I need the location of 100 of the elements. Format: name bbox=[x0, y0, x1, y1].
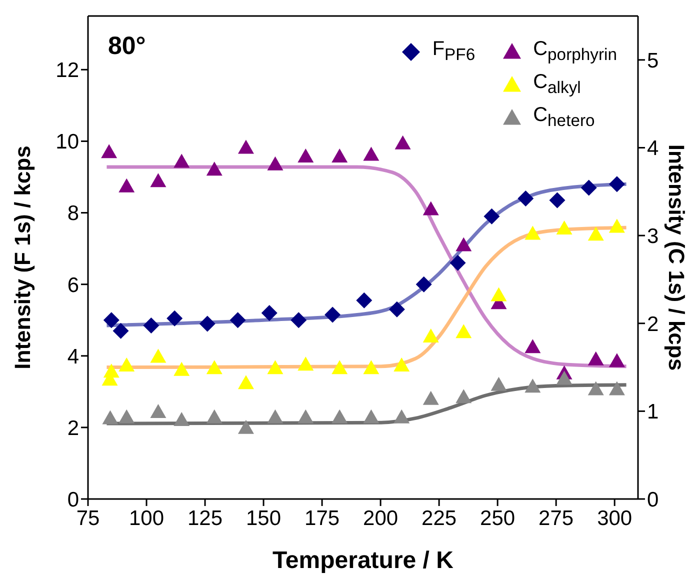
point bbox=[199, 316, 216, 332]
point bbox=[456, 324, 472, 338]
point bbox=[356, 292, 372, 308]
point bbox=[324, 306, 341, 323]
x-tick-label: 200 bbox=[363, 506, 398, 530]
x-tick-label: 250 bbox=[480, 506, 516, 530]
point bbox=[608, 353, 625, 368]
point bbox=[363, 360, 380, 374]
point bbox=[608, 381, 625, 396]
line-series bbox=[104, 182, 628, 328]
point bbox=[118, 358, 135, 372]
point bbox=[394, 358, 410, 372]
y2-tick-label: 5 bbox=[647, 49, 659, 72]
x-tick-label: 100 bbox=[128, 506, 164, 530]
y2-tick-label: 2 bbox=[647, 312, 659, 336]
y-tick-label: 4 bbox=[67, 345, 80, 368]
point bbox=[490, 376, 507, 391]
point bbox=[102, 410, 118, 424]
point bbox=[150, 173, 166, 188]
point bbox=[556, 220, 572, 235]
point bbox=[174, 412, 190, 426]
x-tick-label: 225 bbox=[422, 506, 457, 530]
x-tick-label: 125 bbox=[188, 506, 223, 530]
point bbox=[298, 409, 314, 424]
point bbox=[238, 420, 254, 434]
point bbox=[290, 312, 307, 328]
point bbox=[238, 140, 254, 154]
point bbox=[174, 362, 190, 376]
point bbox=[363, 409, 380, 424]
point bbox=[524, 339, 541, 354]
y-axis-title: Intensity (F 1s) / kcps bbox=[10, 146, 35, 370]
point bbox=[112, 322, 129, 339]
point bbox=[101, 144, 118, 158]
point bbox=[238, 375, 254, 390]
point bbox=[103, 364, 120, 378]
point bbox=[388, 301, 405, 318]
point bbox=[332, 360, 348, 374]
point bbox=[143, 317, 160, 334]
y-tick-label: 2 bbox=[67, 416, 79, 440]
point bbox=[456, 237, 472, 252]
legend-label: C$_{hetero}$ bbox=[533, 104, 595, 131]
point bbox=[332, 148, 348, 163]
y2-axis-title: Intensity (C 1s) / kcps bbox=[664, 144, 690, 371]
point bbox=[261, 304, 278, 321]
y2-tick-label: 1 bbox=[647, 400, 659, 424]
y-tick-label: 8 bbox=[67, 202, 79, 226]
point bbox=[166, 310, 183, 326]
x-axis-title: Temperature / K bbox=[272, 547, 454, 574]
point bbox=[422, 201, 439, 216]
point bbox=[490, 287, 507, 302]
point bbox=[174, 154, 190, 168]
x-tick-label: 150 bbox=[246, 506, 282, 530]
point bbox=[549, 192, 566, 208]
point bbox=[422, 328, 439, 343]
x-tick-label: 300 bbox=[597, 506, 632, 530]
y-tick-label: 10 bbox=[56, 130, 79, 154]
point bbox=[206, 360, 222, 374]
point bbox=[363, 146, 380, 161]
point bbox=[206, 409, 222, 424]
point bbox=[267, 360, 284, 374]
point bbox=[524, 378, 541, 393]
annotation: 80° bbox=[108, 32, 146, 61]
point bbox=[118, 178, 135, 192]
point bbox=[580, 180, 597, 196]
point bbox=[422, 390, 439, 405]
y2-tick-label: 0 bbox=[647, 488, 659, 512]
point bbox=[588, 226, 604, 241]
point bbox=[103, 312, 120, 328]
point bbox=[206, 162, 222, 176]
point bbox=[556, 370, 572, 385]
point bbox=[332, 409, 348, 424]
point bbox=[150, 348, 166, 363]
point bbox=[298, 148, 314, 163]
point bbox=[230, 312, 246, 328]
point bbox=[608, 176, 625, 192]
x-tick-label: 175 bbox=[304, 506, 340, 530]
legend-label: F$_{PF6}$ bbox=[432, 38, 476, 65]
point bbox=[267, 156, 284, 170]
point bbox=[150, 404, 166, 418]
legend-label: C$_{alkyl}$ bbox=[533, 71, 581, 98]
y2-tick-label: 4 bbox=[647, 137, 659, 160]
y-tick-label: 6 bbox=[67, 274, 79, 297]
legend-label: C$_{porphyrin}$ bbox=[533, 38, 617, 65]
point bbox=[524, 226, 541, 240]
x-tick-label: 275 bbox=[538, 506, 574, 530]
point bbox=[298, 356, 314, 371]
point bbox=[608, 218, 625, 233]
point bbox=[518, 190, 534, 206]
point bbox=[450, 254, 466, 271]
point bbox=[118, 409, 135, 424]
point bbox=[456, 389, 472, 404]
point bbox=[267, 409, 284, 424]
y-tick-label: 12 bbox=[56, 59, 79, 82]
point bbox=[588, 381, 604, 396]
y-tick-label: 0 bbox=[67, 488, 79, 512]
x-tick-label: 75 bbox=[76, 506, 100, 530]
point bbox=[394, 135, 411, 150]
point bbox=[394, 409, 410, 424]
point bbox=[416, 276, 432, 292]
point bbox=[588, 351, 604, 366]
